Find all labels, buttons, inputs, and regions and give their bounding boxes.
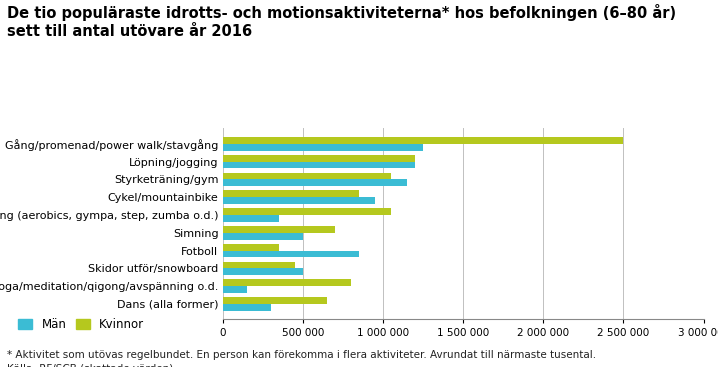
Bar <box>223 226 335 233</box>
Text: * Aktivitet som utövas regelbundet. En person kan förekomma i flera aktiviteter.: * Aktivitet som utövas regelbundet. En p… <box>7 350 597 360</box>
Bar <box>223 137 623 144</box>
Bar <box>223 197 375 204</box>
Bar <box>223 251 359 257</box>
Bar <box>223 215 279 222</box>
Text: Källa: RF/SCB (skattade värden): Källa: RF/SCB (skattade värden) <box>7 363 174 367</box>
Bar <box>223 179 407 186</box>
Bar <box>223 144 423 150</box>
Bar <box>223 286 247 293</box>
Bar <box>223 262 295 268</box>
Bar <box>223 279 351 286</box>
Bar <box>223 155 415 161</box>
Text: De tio populäraste idrotts- och motionsaktiviteterna* hos befolkningen (6–80 år): De tio populäraste idrotts- och motionsa… <box>7 4 676 39</box>
Bar <box>223 297 327 304</box>
Bar <box>223 190 359 197</box>
Bar <box>223 244 279 251</box>
Bar <box>223 161 415 168</box>
Legend: Män, Kvinnor: Män, Kvinnor <box>13 313 149 335</box>
Bar <box>223 268 303 275</box>
Bar <box>223 208 391 215</box>
Bar <box>223 233 303 240</box>
Bar <box>223 173 391 179</box>
Bar <box>223 304 271 310</box>
